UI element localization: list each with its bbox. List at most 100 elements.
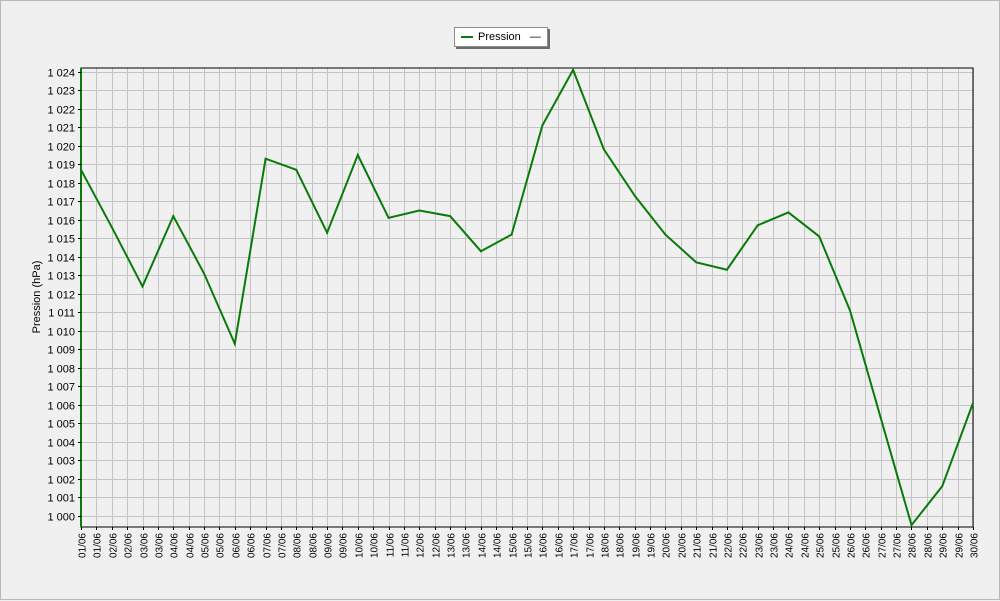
y-tick-label: 1 007 <box>47 382 75 394</box>
data-point <box>787 211 790 214</box>
x-tick-label: 08/06 <box>309 533 320 558</box>
data-point <box>664 233 667 236</box>
x-tick-label: 02/06 <box>124 533 135 558</box>
x-tick-label: 06/06 <box>232 533 243 558</box>
series-group <box>80 67 974 528</box>
y-tick-label: 1 004 <box>47 438 75 450</box>
x-tick-label: 19/06 <box>647 533 658 558</box>
x-tick-label: 23/06 <box>770 533 781 558</box>
y-tick-label: 1 001 <box>47 493 75 505</box>
data-point <box>695 261 698 264</box>
y-tick-label: 1 008 <box>47 364 75 376</box>
y-tick-label: 1 017 <box>47 197 75 209</box>
data-point <box>818 235 821 238</box>
y-tick-label: 1 021 <box>47 123 75 135</box>
x-tick-label: 01/06 <box>78 533 89 558</box>
x-tick-label: 27/06 <box>893 533 904 558</box>
x-tick-label: 17/06 <box>570 533 581 558</box>
y-tick-label: 1 023 <box>47 86 75 98</box>
x-axis: 01/06 01/06 02/06 02/06 03/06 03/06 04/06 04/06… <box>78 527 981 558</box>
x-tick-label: 26/06 <box>862 533 873 558</box>
x-tick-label: 30/06 <box>970 533 981 558</box>
x-tick-label: 11/06 <box>401 533 412 558</box>
data-point <box>387 216 390 219</box>
data-point <box>510 233 513 236</box>
x-tick-label: 16/06 <box>555 533 566 558</box>
x-tick-label: 09/06 <box>324 533 335 558</box>
x-tick-label: 18/06 <box>616 533 627 558</box>
data-point <box>110 226 113 229</box>
y-tick-label: 1 006 <box>47 401 75 413</box>
x-tick-label: 21/06 <box>709 533 720 558</box>
data-point <box>172 215 175 218</box>
x-tick-label: 17/06 <box>586 533 597 558</box>
data-point <box>633 194 636 197</box>
y-axis: 1 000 1 001 1 002 1 003 1 004 1 005 1 006 1 007… <box>47 68 81 524</box>
data-point <box>233 342 236 345</box>
y-tick-label: 1 014 <box>47 253 75 265</box>
x-tick-label: 13/06 <box>447 533 458 558</box>
x-tick-label: 14/06 <box>478 533 489 558</box>
x-tick-label: 05/06 <box>216 533 227 558</box>
data-point <box>264 157 267 160</box>
x-tick-label: 10/06 <box>370 533 381 558</box>
x-tick-label: 07/06 <box>263 533 274 558</box>
x-tick-label: 23/06 <box>755 533 766 558</box>
data-point <box>80 168 82 171</box>
y-axis-label: Pression (hPa) <box>31 261 43 334</box>
x-tick-label: 03/06 <box>140 533 151 558</box>
legend-dash: — <box>529 31 541 43</box>
y-tick-label: 1 009 <box>47 345 75 357</box>
data-point <box>602 148 605 151</box>
x-tick-label: 13/06 <box>462 533 473 558</box>
x-tick-label: 28/06 <box>908 533 919 558</box>
data-point <box>725 268 728 271</box>
x-tick-label: 24/06 <box>801 533 812 558</box>
x-tick-label: 18/06 <box>601 533 612 558</box>
x-tick-label: 22/06 <box>739 533 750 558</box>
y-tick-label: 1 019 <box>47 160 75 172</box>
data-point <box>756 224 759 227</box>
x-tick-label: 25/06 <box>832 533 843 558</box>
data-point <box>910 524 913 527</box>
x-tick-label: 07/06 <box>278 533 289 558</box>
x-tick-label: 01/06 <box>93 533 104 558</box>
x-tick-label: 20/06 <box>662 533 673 558</box>
data-point <box>449 215 452 218</box>
y-tick-label: 1 010 <box>47 327 75 339</box>
legend: Pression — <box>454 27 548 47</box>
y-tick-label: 1 011 <box>48 308 75 320</box>
data-point <box>479 250 482 253</box>
y-tick-label: 1 000 <box>47 512 75 524</box>
y-tick-label: 1 002 <box>47 475 75 487</box>
y-tick-label: 1 022 <box>47 105 75 117</box>
x-tick-label: 25/06 <box>816 533 827 558</box>
x-tick-label: 14/06 <box>493 533 504 558</box>
data-point <box>141 285 144 288</box>
x-tick-label: 09/06 <box>339 533 350 558</box>
data-point <box>849 309 851 312</box>
x-tick-label: 15/06 <box>524 533 535 558</box>
legend-label: Pression <box>478 31 521 43</box>
x-tick-label: 24/06 <box>785 533 796 558</box>
data-point <box>941 485 944 488</box>
x-tick-label: 05/06 <box>201 533 212 558</box>
x-tick-label: 11/06 <box>386 533 397 558</box>
data-point <box>418 209 421 212</box>
x-tick-label: 27/06 <box>878 533 889 558</box>
x-tick-label: 12/06 <box>416 533 427 558</box>
data-point <box>541 124 544 127</box>
series-line-pression <box>80 67 974 528</box>
data-point <box>356 154 359 156</box>
data-point <box>879 416 882 419</box>
grid <box>81 68 974 527</box>
x-tick-label: 29/06 <box>955 533 966 558</box>
x-tick-label: 08/06 <box>293 533 304 558</box>
x-tick-label: 15/06 <box>509 533 520 558</box>
y-tick-label: 1 013 <box>47 271 75 283</box>
x-tick-label: 20/06 <box>678 533 689 558</box>
x-tick-label: 02/06 <box>109 533 120 558</box>
x-tick-label: 16/06 <box>539 533 550 558</box>
